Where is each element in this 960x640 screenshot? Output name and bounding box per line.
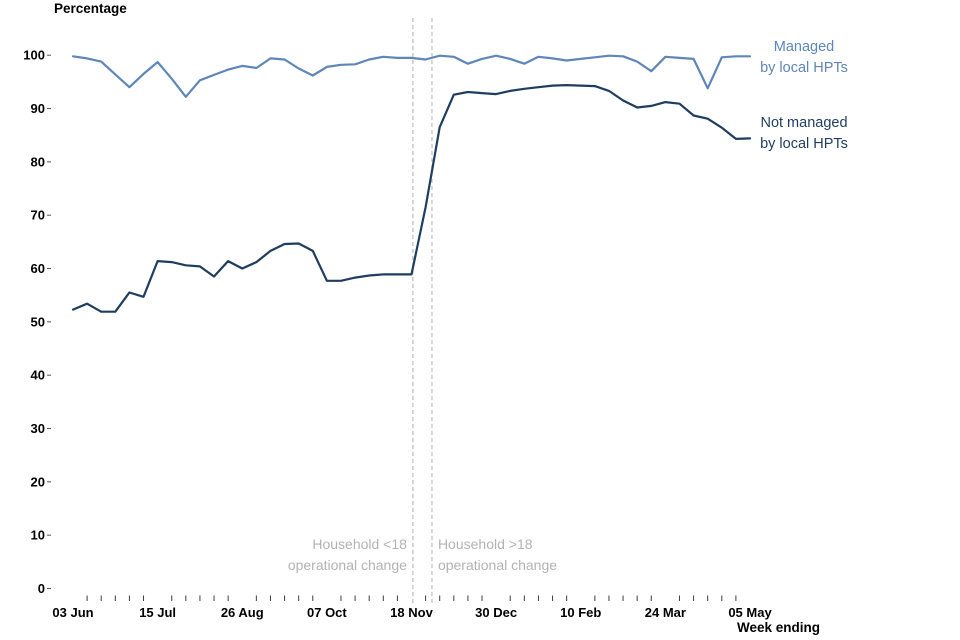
- x-tick-label: 07 Oct: [307, 605, 347, 620]
- y-tick-label: 20: [31, 474, 45, 489]
- event-annotation: Household <18 operational change: [288, 534, 407, 576]
- y-tick-label: 60: [31, 261, 45, 276]
- legend-label-line: Not managed: [760, 115, 848, 131]
- legend-label-managed: Managed by local HPTs: [750, 37, 858, 79]
- y-tick-label: 100: [23, 48, 45, 63]
- event-annotation-line: Household <18: [312, 536, 407, 552]
- x-tick-label: 03 Jun: [52, 605, 93, 620]
- x-tick-label: 26 Aug: [221, 605, 264, 620]
- x-axis-title: Week ending: [737, 620, 821, 635]
- x-tick-label: 10 Feb: [560, 605, 601, 620]
- legend-label-line: Managed: [773, 39, 835, 55]
- event-annotation-line: operational change: [437, 557, 558, 573]
- y-tick-label: 40: [31, 368, 45, 383]
- event-annotation: Household >18 operational change: [438, 534, 557, 576]
- x-tick-label: 18 Nov: [390, 605, 433, 620]
- y-tick-label: 80: [31, 154, 45, 169]
- event-annotation-line: Household >18: [437, 536, 533, 552]
- y-axis-title: Percentage: [54, 1, 127, 16]
- legend-label-line: by local HPTs: [760, 60, 848, 76]
- x-tick-label: 24 Mar: [645, 605, 686, 620]
- y-tick-label: 0: [38, 581, 45, 596]
- y-tick-label: 50: [31, 314, 45, 329]
- y-tick-label: 70: [31, 208, 45, 223]
- series-line-not-managed: [71, 83, 752, 313]
- event-annotation-line: operational change: [287, 557, 407, 573]
- legend-label-line: by local HPTs: [760, 136, 848, 152]
- legend-label-not-managed: Not managed by local HPTs: [750, 113, 858, 155]
- series-line-managed: [71, 54, 752, 98]
- x-tick-label: 15 Jul: [139, 605, 176, 620]
- x-tick-label: 30 Dec: [475, 605, 517, 620]
- y-tick-label: 90: [31, 101, 45, 116]
- y-tick-label: 30: [31, 421, 45, 436]
- x-tick-label: 05 May: [728, 605, 772, 620]
- y-tick-label: 10: [31, 528, 45, 543]
